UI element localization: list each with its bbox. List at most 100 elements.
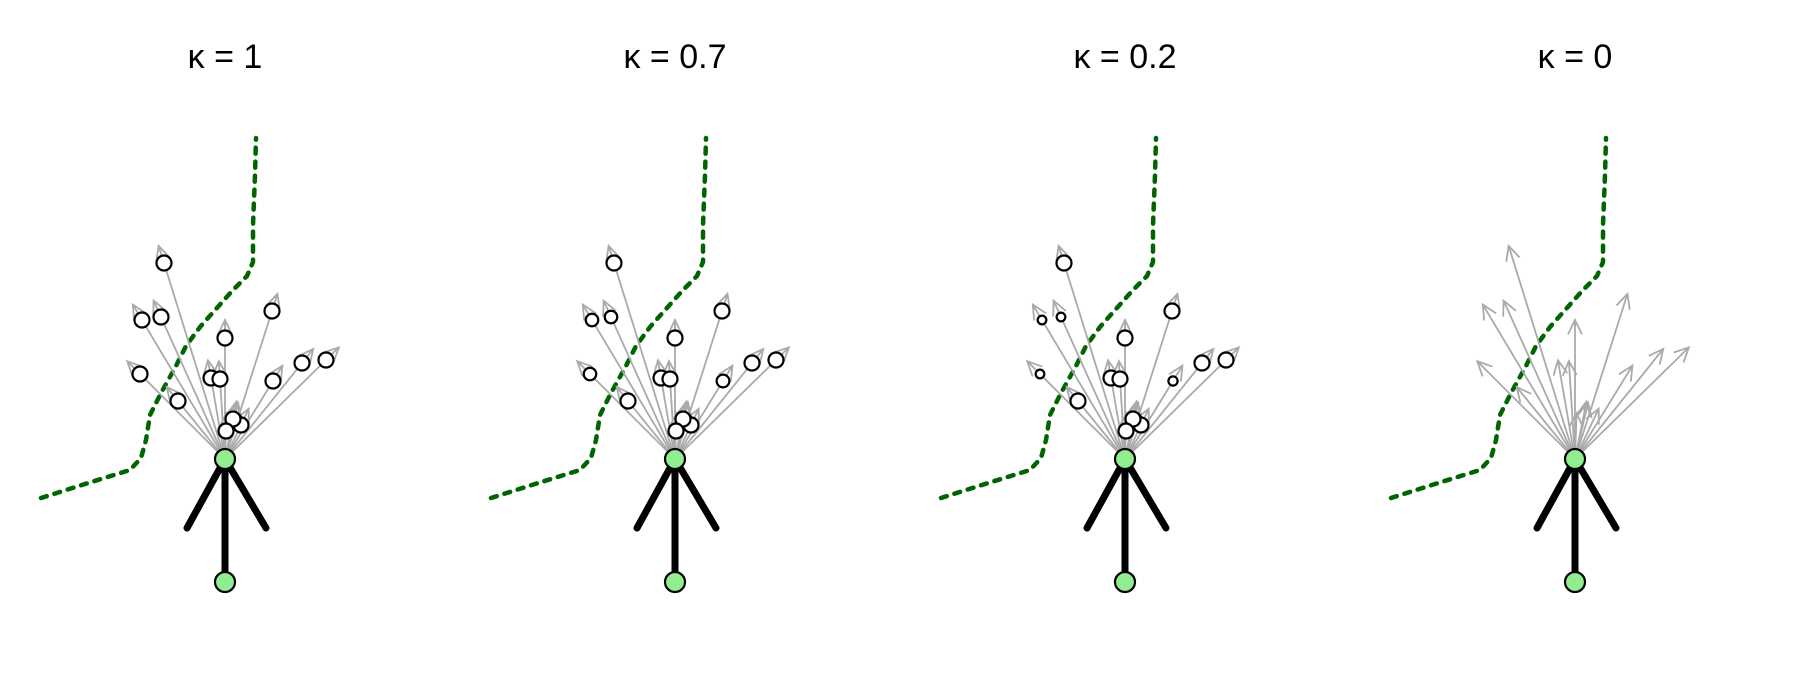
edge (607, 245, 676, 460)
body (1083, 455, 1170, 586)
candidate-node (317, 351, 335, 369)
candidate-node (169, 392, 187, 410)
arrowhead (615, 385, 632, 403)
panel-kappa-0-2: κ = 0.2 (900, 0, 1350, 675)
root-node (1113, 570, 1137, 594)
candidate-node (264, 372, 282, 390)
arrowhead (1568, 410, 1584, 429)
edge (1481, 304, 1576, 460)
edge (1507, 245, 1576, 460)
candidate-node (1034, 368, 1046, 380)
arrowhead (1561, 358, 1578, 377)
arrowhead (715, 291, 731, 310)
arrowhead (1567, 317, 1583, 335)
panel-diagram (38, 135, 341, 594)
panel-kappa-0-7: κ = 0.7 (450, 0, 900, 675)
edge (1057, 245, 1126, 460)
candidate-node (584, 312, 600, 328)
body-leg (671, 455, 720, 532)
edge (1567, 360, 1576, 460)
root-node (663, 570, 687, 594)
edges (1475, 243, 1691, 460)
arrowhead (226, 399, 242, 418)
arrowhead (605, 243, 621, 262)
candidate-node (133, 311, 151, 329)
arrowhead (575, 359, 593, 377)
panel-kappa-1: κ = 1 (0, 0, 450, 675)
arrowhead (718, 363, 734, 382)
arrowhead (581, 302, 597, 321)
body-leg (183, 455, 229, 532)
candidate-nodes (131, 254, 335, 440)
current-node (213, 447, 237, 471)
candidate-node (263, 302, 281, 320)
arrowhead (298, 347, 315, 365)
candidate-node (1055, 311, 1067, 323)
edge (1515, 386, 1576, 460)
panel-title: κ = 1 (187, 38, 263, 76)
candidate-node (155, 254, 173, 272)
edge (1557, 360, 1576, 460)
boundary-line (488, 135, 709, 501)
arrowhead (1065, 385, 1082, 403)
candidate-node (152, 308, 170, 326)
candidate-node (293, 354, 311, 372)
arrowhead (1198, 347, 1215, 365)
edge (1052, 300, 1126, 460)
arrowhead (1615, 291, 1631, 310)
panel-kappa-0: κ = 0 (1350, 0, 1800, 675)
candidate-node (1069, 392, 1087, 410)
arrowhead (202, 358, 218, 376)
candidate-node (1217, 351, 1235, 369)
edge (152, 300, 226, 460)
arrowhead (1052, 298, 1067, 317)
candidate-node (661, 370, 679, 388)
arrowhead (268, 363, 284, 382)
arrowhead (1025, 359, 1043, 377)
arrowhead (1117, 317, 1133, 335)
body (633, 455, 720, 586)
arrowhead (1055, 243, 1071, 262)
body-leg (221, 455, 270, 532)
candidate-node (603, 309, 619, 325)
edge (1031, 304, 1126, 460)
candidate-node (605, 254, 623, 272)
arrowhead (1031, 302, 1047, 321)
arrowhead (125, 359, 143, 377)
candidate-node (1055, 254, 1073, 272)
arrowhead (131, 302, 147, 321)
candidate-node (582, 366, 598, 382)
edge (1574, 346, 1690, 460)
arrowhead (1475, 359, 1493, 377)
arrowhead (155, 243, 171, 262)
panel-diagram (488, 135, 791, 594)
candidate-node (713, 302, 731, 320)
candidate-node (217, 422, 235, 440)
root-node (213, 570, 237, 594)
candidate-node (1163, 302, 1181, 320)
arrowhead (1515, 385, 1532, 403)
candidate-node (211, 370, 229, 388)
arrowhead (1505, 243, 1521, 262)
edge (1574, 348, 1664, 460)
candidate-node (666, 329, 684, 347)
panel-diagram (938, 135, 1241, 594)
arrowhead (265, 291, 281, 310)
body-leg (1571, 455, 1620, 532)
candidate-nodes (1034, 254, 1235, 440)
arrowhead (1165, 291, 1181, 310)
current-node (1563, 447, 1587, 471)
edge (1476, 360, 1576, 460)
boundary-line (38, 135, 259, 501)
arrowhead (652, 358, 668, 376)
arrowhead (1502, 298, 1517, 317)
candidate-node (131, 365, 149, 383)
arrowhead (676, 399, 692, 418)
candidate-node (216, 329, 234, 347)
arrowhead (1648, 347, 1665, 365)
arrowhead (1618, 363, 1634, 382)
candidate-node (619, 392, 637, 410)
edge (131, 304, 226, 460)
candidate-node (743, 354, 761, 372)
